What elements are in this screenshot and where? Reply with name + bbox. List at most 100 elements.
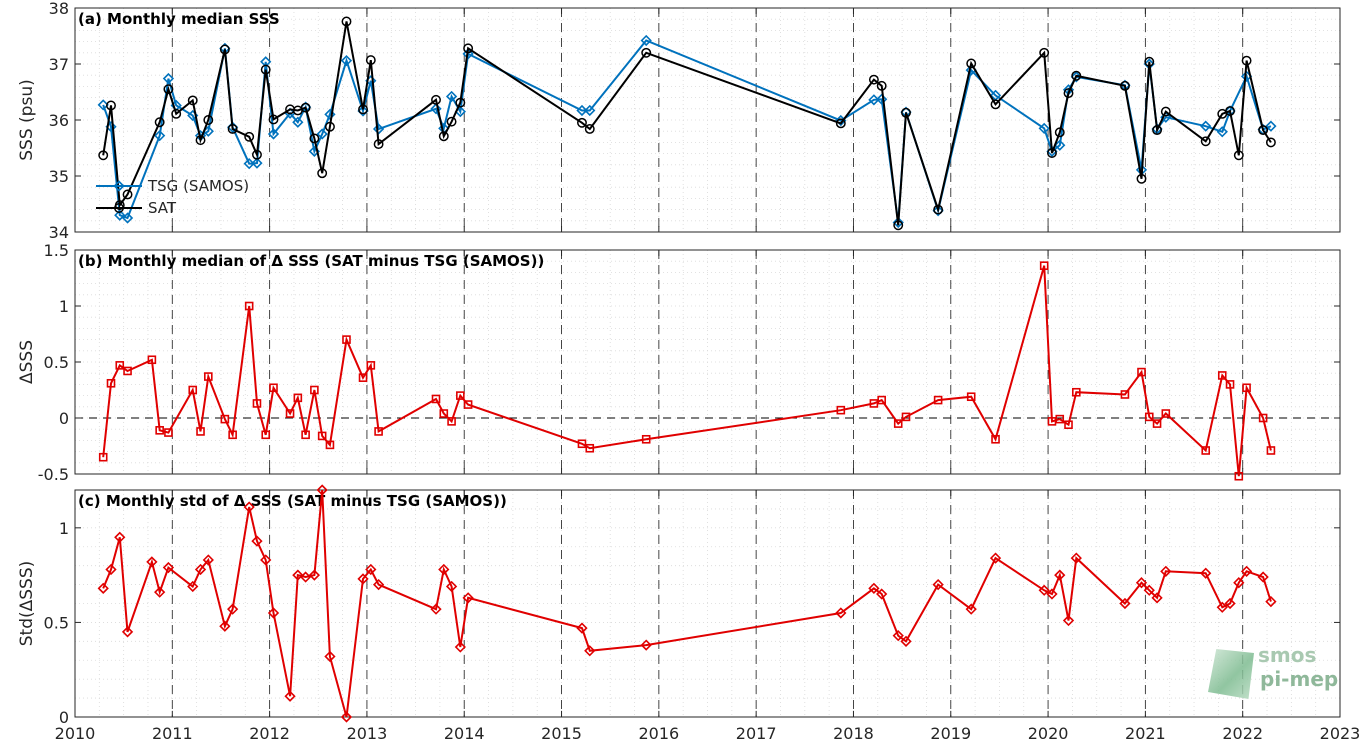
data-point bbox=[358, 104, 368, 115]
data-point bbox=[877, 395, 886, 405]
x-tick-label: 2021 bbox=[1125, 724, 1166, 743]
data-point bbox=[933, 204, 944, 215]
data-point bbox=[123, 366, 132, 376]
data-point bbox=[431, 94, 441, 105]
data-point bbox=[243, 501, 255, 513]
data-point bbox=[97, 99, 109, 111]
data-point bbox=[300, 102, 311, 113]
data-point bbox=[641, 47, 652, 58]
data-point bbox=[105, 563, 117, 576]
data-point bbox=[1135, 577, 1148, 589]
data-point bbox=[188, 385, 198, 395]
data-point bbox=[196, 427, 205, 436]
data-point bbox=[462, 592, 474, 604]
data-point bbox=[1200, 567, 1212, 579]
data-point bbox=[162, 561, 175, 574]
data-point bbox=[374, 427, 383, 436]
logo-line1: smos bbox=[1258, 643, 1317, 667]
data-point bbox=[1201, 446, 1211, 455]
data-point bbox=[252, 399, 262, 408]
data-point bbox=[1160, 565, 1172, 577]
data-point bbox=[876, 93, 888, 105]
data-point bbox=[892, 216, 904, 229]
x-tick-label: 2022 bbox=[1222, 724, 1263, 743]
data-point bbox=[342, 335, 351, 344]
data-point bbox=[640, 34, 652, 47]
legend: TSG (SAMOS) SAT bbox=[96, 177, 249, 217]
data-point bbox=[261, 430, 271, 440]
x-tick-label: 2010 bbox=[55, 724, 96, 743]
data-point bbox=[990, 99, 1001, 110]
data-point bbox=[106, 100, 116, 111]
data-point bbox=[462, 48, 474, 60]
data-point bbox=[1265, 120, 1277, 132]
data-point bbox=[147, 355, 157, 365]
data-point bbox=[358, 373, 368, 382]
data-point bbox=[171, 108, 182, 119]
y-tick-label: 0 bbox=[59, 409, 69, 428]
series-delta bbox=[98, 261, 1276, 481]
data-point bbox=[316, 128, 328, 140]
panel-2: -0.5 0 0.5 1 1.5 ΔSSS (b) Monthly median of Δ … bbox=[17, 241, 1341, 484]
data-point bbox=[243, 158, 255, 170]
y-tick-label: 0.5 bbox=[44, 613, 69, 632]
data-point bbox=[98, 150, 109, 161]
data-point bbox=[227, 124, 238, 134]
x-tick-label: 2019 bbox=[930, 724, 971, 743]
data-point bbox=[341, 16, 352, 27]
data-point bbox=[1225, 106, 1235, 116]
data-point bbox=[1038, 584, 1050, 596]
data-point bbox=[324, 650, 336, 663]
panel-title: (b) Monthly median of Δ SSS (SAT minus T… bbox=[78, 252, 544, 270]
data-point bbox=[576, 104, 588, 117]
y-tick-label: 0.5 bbox=[44, 353, 69, 372]
data-point bbox=[1233, 577, 1245, 589]
legend-marker bbox=[113, 180, 125, 192]
data-point bbox=[1054, 569, 1066, 581]
data-point bbox=[260, 64, 271, 75]
data-point bbox=[267, 128, 280, 140]
data-point bbox=[868, 582, 880, 594]
data-point bbox=[1152, 125, 1163, 136]
data-point bbox=[293, 393, 303, 403]
data-point bbox=[316, 484, 328, 496]
data-point bbox=[901, 107, 911, 118]
data-point bbox=[1265, 595, 1277, 608]
data-point bbox=[1266, 446, 1276, 455]
data-point bbox=[1039, 47, 1050, 58]
y-tick-label: 38 bbox=[49, 0, 69, 18]
logo-line2: pi-mep bbox=[1260, 667, 1339, 691]
data-point bbox=[900, 635, 912, 647]
data-point bbox=[1152, 419, 1162, 428]
data-point bbox=[1119, 597, 1131, 610]
data-point bbox=[308, 569, 321, 581]
smos-pimep-logo: smos pi-mep bbox=[1208, 643, 1340, 707]
data-point bbox=[227, 603, 239, 615]
data-point bbox=[431, 394, 441, 404]
data-point bbox=[1233, 150, 1244, 161]
data-point bbox=[576, 622, 588, 634]
series-sat bbox=[98, 16, 1276, 231]
panel-title: (a) Monthly median SSS bbox=[78, 10, 280, 28]
data-point bbox=[1200, 136, 1211, 147]
y-tick-label: 35 bbox=[49, 167, 69, 186]
data-point bbox=[1216, 126, 1228, 138]
y-tick-label: 1.5 bbox=[44, 241, 69, 260]
data-point bbox=[194, 563, 207, 576]
data-point bbox=[162, 72, 175, 85]
data-point bbox=[325, 440, 335, 450]
data-point bbox=[219, 44, 230, 55]
data-point bbox=[901, 412, 911, 422]
data-point bbox=[202, 554, 214, 566]
y-tick-label: 1 bbox=[59, 297, 69, 316]
data-point bbox=[1241, 55, 1252, 66]
data-point bbox=[1151, 592, 1163, 604]
data-point bbox=[187, 95, 198, 106]
data-point bbox=[966, 58, 977, 69]
data-point bbox=[366, 361, 376, 370]
data-point bbox=[219, 620, 231, 632]
x-tick-label: 2011 bbox=[152, 724, 193, 743]
data-point bbox=[365, 563, 377, 576]
data-point bbox=[438, 131, 449, 142]
data-point bbox=[195, 135, 206, 146]
